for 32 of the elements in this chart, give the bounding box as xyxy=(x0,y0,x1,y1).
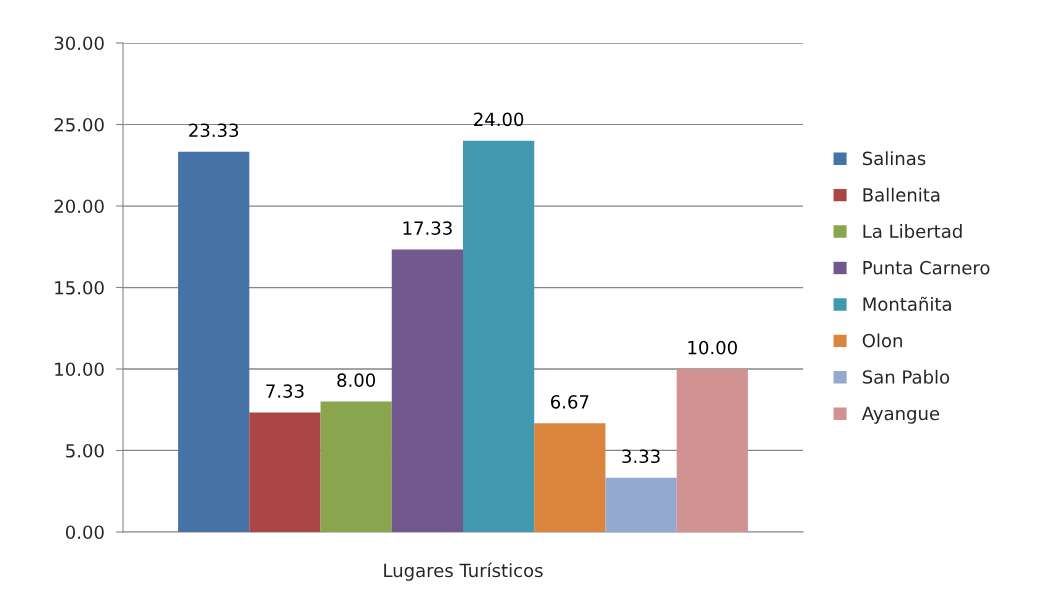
legend-label: Salinas xyxy=(862,151,926,166)
bar xyxy=(249,412,321,532)
bar xyxy=(463,140,535,532)
data-label: 7.33 xyxy=(266,384,304,398)
legend-label: Montañita xyxy=(863,296,951,311)
legend-label: Ballenita xyxy=(863,187,940,202)
y-tick-label: 0.00 xyxy=(65,525,104,540)
y-tick-label: 10.00 xyxy=(55,362,104,377)
data-label: 24.00 xyxy=(474,112,524,127)
legend-label: Punta Carnero xyxy=(863,260,990,275)
bar xyxy=(534,423,606,532)
y-tick-label: 30.00 xyxy=(54,36,104,51)
y-tick-label: 5.00 xyxy=(66,443,104,458)
legend-label: Ayangue xyxy=(861,406,940,424)
data-label: 23.33 xyxy=(189,123,239,138)
legend-label: La Libertad xyxy=(863,224,962,239)
bar xyxy=(605,477,677,532)
data-label: 6.67 xyxy=(551,395,589,409)
data-label: 17.33 xyxy=(403,221,452,235)
legend-label: San Pablo xyxy=(862,369,950,384)
y-tick-label: 20.00 xyxy=(54,199,104,214)
bar xyxy=(391,249,463,532)
data-label: 8.00 xyxy=(337,373,376,387)
y-tick-label: 25.00 xyxy=(54,117,104,132)
bar xyxy=(320,401,392,532)
data-label: 10.00 xyxy=(688,340,737,355)
legend-label: Olon xyxy=(862,333,902,348)
x-tick-label: Lugares Turísticos xyxy=(384,562,543,581)
y-tick-label: 15.00 xyxy=(55,280,104,295)
bar xyxy=(178,151,250,532)
data-label: 3.33 xyxy=(622,449,660,464)
bar xyxy=(676,369,748,532)
